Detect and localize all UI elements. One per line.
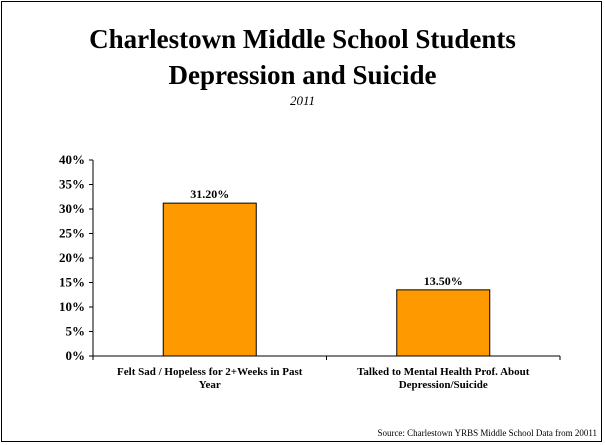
x-category-label-line: Felt Sad / Hopeless for 2+Weeks in Past — [117, 366, 303, 378]
chart-subtitle: 2011 — [289, 93, 316, 108]
x-category-label: Talked to Mental Health Prof. About Depre… — [323, 366, 563, 392]
chart-title-line-1: Charlestown Middle School Students — [89, 24, 516, 54]
y-tick-label: 10% — [59, 299, 85, 314]
y-tick-label: 5% — [66, 324, 86, 339]
chart-title-line-2: Depression and Suicide — [168, 60, 437, 90]
bar-data-label: 31.20% — [190, 187, 229, 201]
y-tick-label: 15% — [59, 275, 85, 290]
x-category-label-line: Year — [198, 379, 221, 391]
y-tick-label: 30% — [59, 201, 85, 216]
y-tick-label: 0% — [66, 348, 86, 363]
y-tick-label: 40% — [59, 152, 85, 167]
bar-data-label: 13.50% — [424, 274, 463, 288]
y-tick-label: 25% — [59, 226, 85, 241]
x-category-label-line: Talked to Mental Health Prof. About — [357, 366, 530, 378]
x-category-label: Felt Sad / Hopeless for 2+Weeks in Past Y… — [90, 366, 330, 392]
y-tick-label: 20% — [59, 250, 85, 265]
source-note: Source: Charlestown YRBS Middle School D… — [377, 428, 597, 438]
bar-2 — [396, 289, 491, 357]
y-tick-label: 35% — [59, 177, 85, 192]
bar-1 — [162, 202, 257, 357]
x-category-label-line: Depression/Suicide — [398, 379, 488, 391]
